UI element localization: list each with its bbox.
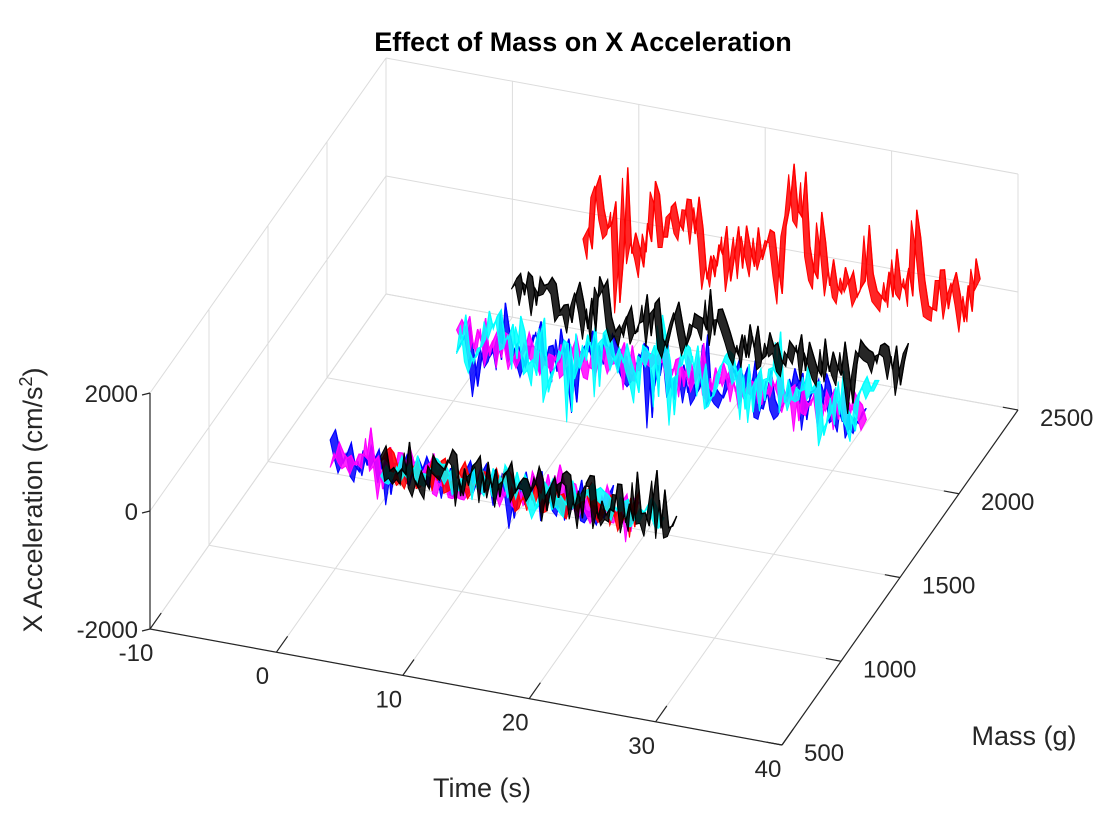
- y-tick-mark: [943, 490, 960, 495]
- axis-layer: [141, 392, 1019, 746]
- x-tick-label: 10: [375, 686, 402, 713]
- series-trace: [380, 441, 678, 539]
- x-tick-mark: [528, 682, 541, 699]
- z-tick-mark: [141, 510, 151, 514]
- x-tick-label: 40: [755, 756, 782, 783]
- y-tick-label: 1500: [922, 573, 975, 600]
- series-trace: [582, 163, 981, 333]
- series-line: [516, 270, 910, 404]
- series-line: [385, 441, 678, 529]
- z-tick-label: -2000: [77, 617, 138, 644]
- left-wall-gridline-z: [149, 175, 387, 512]
- z-tick-label: 2000: [85, 381, 138, 408]
- x-tick-mark: [655, 705, 668, 723]
- z-tick-label: 0: [125, 499, 138, 526]
- x-tick-label: 20: [502, 710, 529, 737]
- series-layer: [329, 163, 981, 543]
- back-wall-gridline-z: [385, 57, 1019, 175]
- y-tick-mark: [825, 657, 842, 662]
- y-tick-mark: [766, 741, 783, 746]
- grid-layer: [149, 57, 1019, 746]
- series-line: [461, 308, 879, 436]
- series-trace: [456, 308, 880, 447]
- series-trace: [510, 270, 910, 415]
- z-tick-mark: [141, 392, 151, 396]
- y-axis-label: Mass (g): [971, 721, 1076, 751]
- y-tick-label: 2500: [1040, 405, 1093, 432]
- left-wall-gridline-z: [149, 293, 387, 630]
- z-axis-label: X Acceleration (cm/s2): [16, 367, 48, 632]
- x-tick-mark: [275, 635, 289, 653]
- x-axis-label: Time (s): [433, 773, 531, 803]
- x-tick-label: 30: [628, 733, 655, 760]
- tick-layer: -10 0 10 20 30 40 500 1000 1500 2000 2500 -2000 0 200…: [77, 381, 1094, 783]
- y-tick-label: 1000: [863, 656, 916, 683]
- floor-gridline-y: [208, 544, 842, 662]
- floor-gridline-y: [326, 377, 960, 495]
- y-tick-label: 500: [804, 740, 844, 767]
- y-tick-label: 2000: [981, 489, 1034, 516]
- x-tick-label: -10: [119, 640, 154, 667]
- series-line: [587, 163, 981, 323]
- x-tick-label: 0: [256, 663, 269, 690]
- x-tick-mark: [402, 659, 415, 676]
- left-wall-gridline-z: [149, 57, 387, 394]
- x-tick-mark: [149, 612, 162, 630]
- y-tick-mark: [884, 574, 901, 579]
- chart-title: Effect of Mass on X Acceleration: [374, 27, 792, 57]
- x-tick-mark: [781, 728, 794, 746]
- x-axis-line: [149, 628, 783, 746]
- z-tick-mark: [141, 628, 151, 632]
- y-tick-mark: [1002, 406, 1019, 411]
